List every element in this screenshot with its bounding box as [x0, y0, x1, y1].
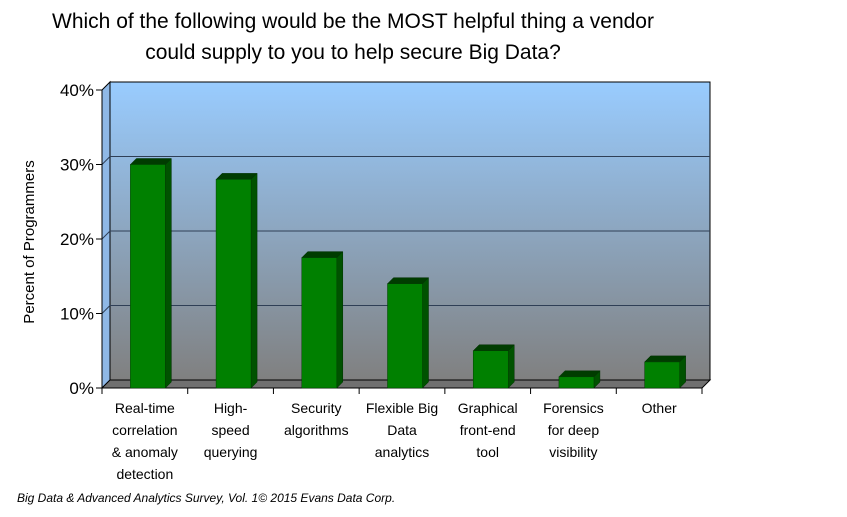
gridline-side [101, 156, 111, 165]
x-category-label: High-speed querying [204, 400, 258, 460]
chart-title-line-2: could supply to you to help secure Big D… [145, 41, 561, 64]
bar [558, 370, 601, 389]
bar [644, 355, 687, 389]
bar-top [129, 158, 172, 165]
x-category-label-line: visibility [549, 444, 597, 460]
chart-title-line-1: Which of the following would be the MOST… [52, 10, 654, 33]
x-category-label-line: Flexible Big [366, 400, 438, 416]
x-category-label-line: Other [642, 400, 677, 416]
bar-front [472, 350, 509, 389]
y-tick-label: 30% [60, 156, 94, 175]
gridline-side [101, 305, 111, 314]
y-tick-label: 20% [60, 230, 94, 249]
bar-front [644, 361, 680, 389]
x-category-label-line: Graphical [458, 400, 518, 416]
bar-side [250, 172, 258, 389]
bar [129, 157, 172, 389]
x-category-label: Other [642, 400, 677, 416]
y-tick-label: 10% [60, 305, 94, 324]
x-category-label-line: & anomaly [112, 444, 178, 460]
bar-top [472, 344, 515, 351]
y-tick-label: 40% [60, 81, 94, 100]
bar-side [336, 251, 344, 389]
y-axis-label: Percent of Programmers [21, 160, 38, 323]
x-category-label: Security algorithms [284, 400, 349, 438]
bar-front [301, 257, 338, 389]
x-category-label-line: correlation [112, 422, 177, 438]
bar-front [387, 283, 423, 389]
bar-side [507, 344, 515, 389]
bar-side [422, 277, 429, 389]
source-note: Big Data & Advanced Analytics Survey, Vo… [17, 491, 396, 505]
bar-front [215, 179, 252, 389]
x-category-label-line: analytics [375, 444, 429, 460]
gridline-side [101, 230, 111, 240]
x-category-label-line: algorithms [284, 422, 349, 438]
y-tick-label: 0% [69, 379, 94, 398]
x-category-label-line: Real-time [115, 400, 175, 416]
x-category-label-line: Data [387, 422, 417, 438]
chart-title: Which of the following would be the MOST… [0, 6, 706, 68]
x-category-label-line: detection [116, 466, 173, 482]
x-category-label-line: High- [214, 400, 248, 416]
x-category-label: Flexible Big Data analytics [366, 400, 438, 460]
x-category-label-line: for deep [548, 422, 600, 438]
x-category-label-line: Security [291, 400, 342, 416]
bar [472, 344, 515, 389]
bar [215, 172, 258, 389]
bar-top [644, 355, 687, 363]
bar [386, 277, 430, 389]
x-category-label-line: tool [476, 444, 499, 460]
bar-side [165, 157, 172, 389]
bar-top [386, 277, 430, 284]
x-category-label: Forensics for deep visibility [543, 400, 604, 460]
bar [301, 251, 344, 389]
bar-front [558, 376, 595, 389]
bar-top [215, 173, 258, 180]
x-category-label-line: speed [211, 422, 249, 438]
bar-front [130, 164, 166, 389]
x-category-label-line: Forensics [543, 400, 604, 416]
x-category-label: Graphical front-end tool [458, 400, 518, 460]
bar-top [301, 251, 344, 258]
x-category-label: Real-time correlation & anomaly detection [112, 400, 178, 482]
x-category-label-line: front-end [460, 422, 516, 438]
bar-top [558, 370, 601, 378]
x-category-label-line: querying [204, 444, 258, 460]
